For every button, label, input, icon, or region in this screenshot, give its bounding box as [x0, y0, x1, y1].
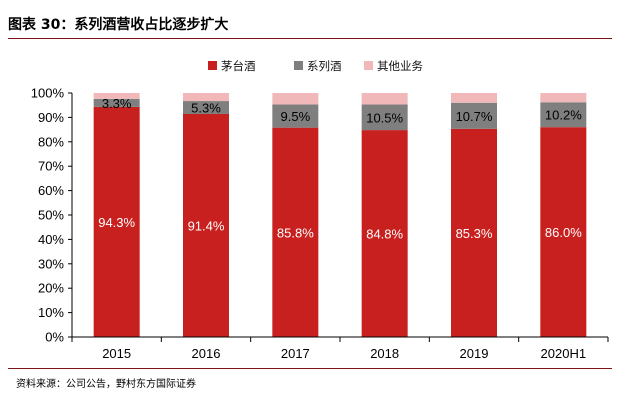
- y-tick-label: 90%: [38, 110, 64, 125]
- legend-label-series: 系列酒: [307, 59, 342, 73]
- bar-other-2017: [272, 93, 319, 105]
- bar-moutai-2019: [451, 128, 497, 337]
- legend-label-other: 其他业务: [377, 59, 423, 73]
- x-tick-label: 2017: [281, 346, 310, 361]
- bar-series-2017: [272, 104, 319, 128]
- bar-moutai-2018: [361, 130, 408, 337]
- bars: [93, 93, 587, 338]
- x-tick-label: 2018: [370, 346, 399, 361]
- bar-series-2016: [183, 101, 229, 114]
- figure-title: 图表 30：系列酒营收占比逐步扩大: [8, 17, 229, 33]
- bar-series-2019: [451, 102, 497, 129]
- y-axis: 0% 10% 20% 30% 40% 50% 60% 70% 80% 90% 100%: [31, 86, 73, 345]
- data-label-series-2019: 10.7%: [456, 109, 493, 124]
- x-tick-label: 2016: [192, 346, 221, 361]
- bar-moutai-2017: [272, 127, 319, 337]
- data-label-moutai-2016: 91.4%: [188, 218, 225, 233]
- y-tick-label: 50%: [38, 208, 64, 223]
- x-tick-label: 2019: [460, 346, 489, 361]
- y-tick-label: 10%: [38, 305, 64, 320]
- bar-other-2020H1: [540, 93, 587, 103]
- bar-other-2015: [93, 93, 140, 99]
- y-tick-label: 40%: [38, 232, 64, 247]
- data-label-moutai-2019: 85.3%: [456, 226, 493, 241]
- legend-swatch-moutai: [208, 61, 217, 70]
- y-tick-label: 0%: [45, 330, 64, 345]
- bar-moutai-2015: [93, 106, 140, 338]
- bar-other-2016: [183, 93, 229, 102]
- bar-other-2019: [451, 93, 497, 103]
- data-label-moutai-2017: 85.8%: [277, 225, 314, 240]
- x-tick-label: 2015: [102, 346, 131, 361]
- legend-label-moutai: 茅台酒: [221, 59, 256, 73]
- y-tick-label: 70%: [38, 159, 64, 174]
- legend-swatch-series: [294, 61, 303, 70]
- title-divider: [8, 38, 612, 39]
- y-tick-label: 30%: [38, 256, 64, 271]
- y-tick-label: 80%: [38, 134, 64, 149]
- data-label-series-2017: 9.5%: [281, 109, 311, 124]
- bar-other-2018: [361, 93, 408, 105]
- x-tick-label: 2020H1: [541, 346, 587, 361]
- data-label-moutai-2018: 84.8%: [366, 227, 403, 242]
- y-tick-label: 60%: [38, 183, 64, 198]
- stacked-bar-chart: 茅台酒 系列酒 其他业务 0% 10% 20% 30% 40% 50% 60% 70% 80% 90%…: [31, 59, 609, 361]
- x-axis: 2015 2016 2017 2018 2019 2020H1: [71, 336, 609, 361]
- data-label-series-2016: 5.3%: [191, 101, 221, 116]
- bar-moutai-2016: [183, 113, 229, 337]
- data-label-moutai-2020H1: 86.0%: [545, 225, 582, 240]
- data-label-series-2018: 10.5%: [366, 110, 403, 125]
- data-label-series-2015: 3.3%: [102, 96, 132, 111]
- chart-legend: 茅台酒 系列酒 其他业务: [208, 59, 423, 73]
- bar-series-2018: [361, 104, 408, 131]
- legend-swatch-other: [364, 61, 373, 70]
- source-divider: [8, 368, 612, 369]
- figure-source: 资料来源：公司公告，野村东方国际证券: [16, 379, 196, 390]
- y-tick-label: 20%: [38, 281, 64, 296]
- bar-series-2015: [93, 98, 140, 107]
- bar-series-2020H1: [540, 102, 587, 128]
- value-labels: 94.3% 3.3% 91.4% 5.3% 85.8% 9.5% 84.8% 10.5% 85.…: [98, 96, 582, 242]
- y-tick-label: 100%: [31, 86, 65, 101]
- data-label-moutai-2015: 94.3%: [98, 215, 135, 230]
- data-label-series-2020H1: 10.2%: [545, 108, 582, 123]
- bar-moutai-2020H1: [540, 127, 587, 337]
